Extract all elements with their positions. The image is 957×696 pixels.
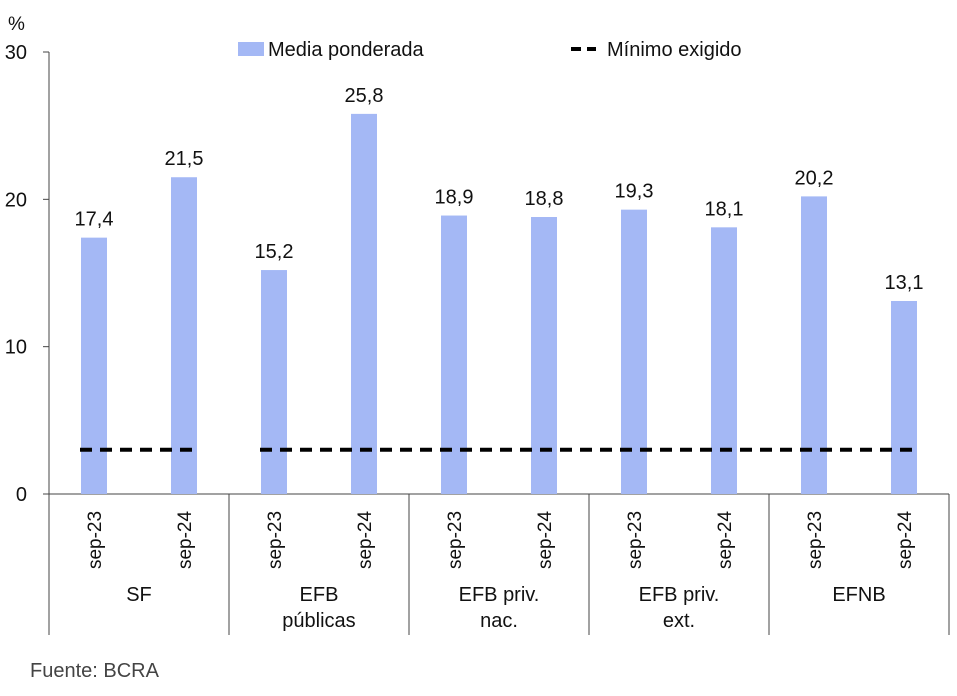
bar — [531, 217, 557, 494]
period-label: sep-23 — [805, 511, 826, 569]
bar-value-label: 25,8 — [345, 85, 384, 107]
group-label: EFB priv. — [639, 584, 720, 606]
period-label: sep-24 — [715, 511, 736, 570]
bar-value-label: 13,1 — [885, 272, 924, 294]
period-label: sep-24 — [535, 511, 556, 570]
legend-label: Media ponderada — [268, 39, 425, 61]
group-label: EFB priv. — [459, 584, 540, 606]
bar — [441, 215, 467, 495]
bar — [351, 113, 377, 494]
bar-value-label: 21,5 — [165, 148, 204, 170]
bar-value-label: 18,8 — [525, 188, 564, 210]
bar-value-label: 18,9 — [435, 187, 474, 209]
group-label: públicas — [282, 610, 355, 632]
bar — [171, 177, 197, 494]
legend-label: Mínimo exigido — [607, 39, 742, 61]
y-tick-label: 30 — [5, 42, 27, 64]
bar — [801, 196, 827, 495]
group-label: SF — [126, 584, 152, 606]
period-label: sep-23 — [445, 511, 466, 569]
y-tick-label: 20 — [5, 189, 27, 211]
source-note: Fuente: BCRA — [30, 660, 159, 682]
bar-value-label: 19,3 — [615, 181, 654, 203]
period-label: sep-23 — [625, 511, 646, 569]
group-label: ext. — [663, 610, 695, 632]
bar — [711, 227, 737, 494]
period-label: sep-24 — [355, 511, 376, 570]
legend-swatch-bar — [238, 42, 264, 56]
bar — [621, 209, 647, 494]
group-label: nac. — [480, 610, 518, 632]
bar-value-label: 15,2 — [255, 241, 294, 263]
period-label: sep-24 — [895, 511, 916, 570]
y-tick-label: 10 — [5, 337, 27, 359]
unit-label: % — [8, 14, 25, 35]
period-label: sep-23 — [265, 511, 286, 569]
group-label: EFNB — [832, 584, 885, 606]
y-tick-label: 0 — [16, 484, 27, 506]
bar — [81, 237, 107, 494]
bar — [261, 270, 287, 494]
bar-value-label: 18,1 — [705, 198, 744, 220]
period-label: sep-24 — [175, 511, 196, 570]
period-label: sep-23 — [85, 511, 106, 569]
bar — [891, 300, 917, 494]
group-label: EFB — [300, 584, 339, 606]
bar-value-label: 17,4 — [75, 209, 114, 231]
bar-value-label: 20,2 — [795, 167, 834, 189]
